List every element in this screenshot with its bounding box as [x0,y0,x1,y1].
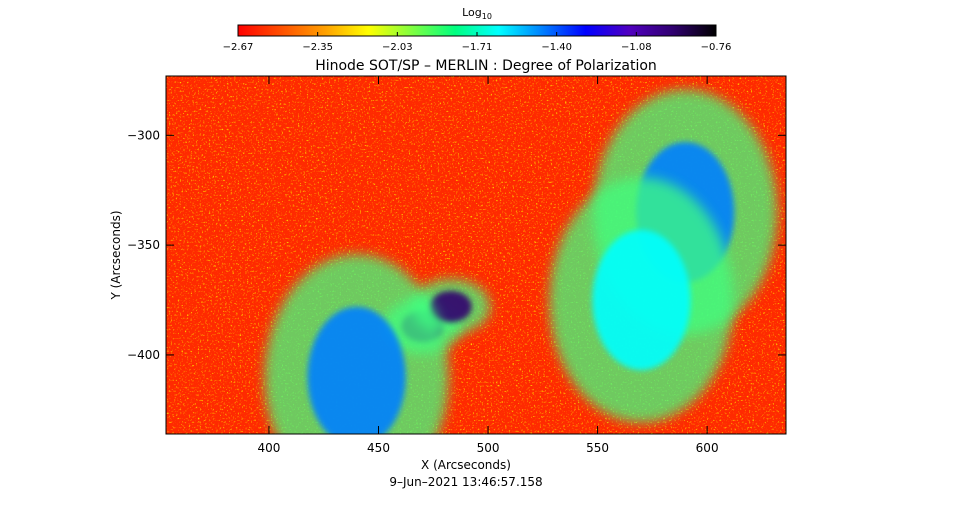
colorbar-tick-label: −0.76 [701,42,732,53]
heatmap-image [166,76,786,434]
y-tick-label: −300 [127,128,160,142]
colorbar-tick-label: −2.03 [382,42,413,53]
x-axis: 400 450 500 550 600 [258,76,719,455]
x-tick-label: 500 [477,441,500,455]
region-core-plage-lower-left [307,306,406,434]
colorbar-title: Log10 [462,6,492,21]
timestamp: 9–Jun–2021 13:46:57.158 [389,475,542,489]
y-tick-label: −350 [127,238,160,252]
colorbar-tick-label: −1.40 [541,42,572,53]
x-tick-label: 550 [586,441,609,455]
y-axis-label: Y (Arcseconds) [109,210,123,300]
x-tick-label: 600 [696,441,719,455]
colorbar: Log10 −2.67 −2.35 −2.03 −1.71 −1.40 −1.08 −0.7… [223,6,732,53]
region-core-sunspot-east [429,290,472,323]
chart-title: Hinode SOT/SP – MERLIN : Degree of Polar… [315,58,657,74]
x-tick-label: 400 [258,441,281,455]
colorbar-tick-label: −1.71 [462,42,493,53]
plot-area: 400 450 500 550 600 −300 −350 −400 [127,75,787,455]
x-tick-label: 450 [367,441,390,455]
colorbar-tick-label: −1.08 [621,42,652,53]
y-tick-label: −400 [127,348,160,362]
colorbar-tick-label: −2.35 [302,42,333,53]
colorbar-ticks: −2.67 −2.35 −2.03 −1.71 −1.40 −1.08 −0.76 [223,32,732,53]
colorbar-tick-label: −2.67 [223,42,254,53]
y-axis: −300 −350 −400 [127,128,786,362]
region-core-plage-center-right [592,229,691,371]
plot-frame [165,75,787,435]
x-axis-label: X (Arcseconds) [421,458,511,472]
